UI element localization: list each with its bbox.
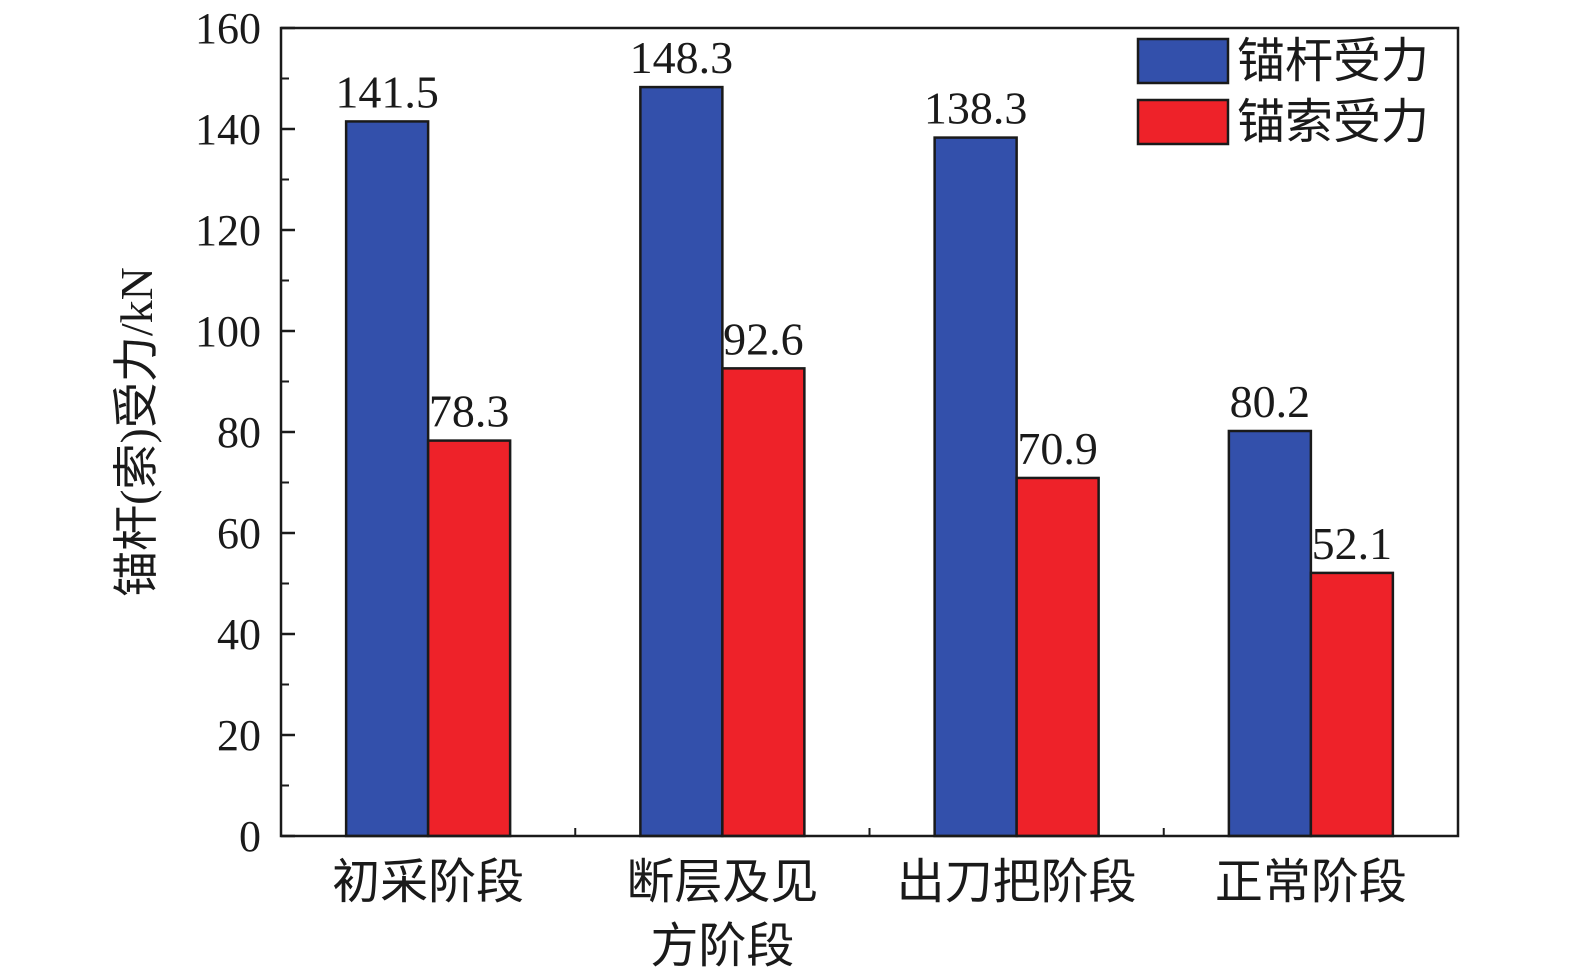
y-axis: 0 20 40 60 80 100 120 140 160: [195, 4, 295, 861]
data-label-cable-4: 52.1: [1312, 518, 1393, 569]
legend-swatch-bolt: [1136, 37, 1230, 85]
data-label-cable-1: 78.3: [429, 386, 510, 437]
y-tick-label: 140: [195, 105, 261, 154]
bar-bolt-4: [1227, 429, 1313, 838]
bar-cable-3: [1015, 476, 1100, 838]
data-labels: 141.5 148.3 138.3 80.2 78.3 92.6 70.9 52.1: [335, 32, 1392, 569]
bar-cable-2: [721, 367, 806, 838]
x-category-label: 正常阶段: [1215, 856, 1407, 909]
bar-bolt-1: [344, 120, 430, 838]
data-label-bolt-4: 80.2: [1230, 376, 1311, 427]
x-category-label: 断层及见: [626, 856, 818, 909]
y-tick-label: 100: [195, 307, 261, 356]
data-label-bolt-2: 148.3: [630, 32, 734, 83]
bar-cable-4: [1309, 571, 1395, 838]
legend-swatch-cable: [1136, 98, 1230, 146]
x-category-label: 方阶段: [650, 920, 794, 973]
legend-label-bolt: 锚杆受力: [1237, 35, 1429, 88]
bar-bolt-2: [639, 85, 724, 838]
y-tick-label: 20: [217, 711, 261, 760]
bar-cable-1: [426, 439, 512, 838]
legend-label-cable: 锚索受力: [1237, 96, 1429, 149]
x-category-label: 出刀把阶段: [897, 856, 1137, 909]
data-label-cable-3: 70.9: [1017, 423, 1098, 474]
y-tick-label: 40: [217, 610, 261, 659]
y-tick-label: 160: [195, 4, 261, 53]
bars: [344, 85, 1395, 838]
data-label-bolt-1: 141.5: [335, 66, 439, 117]
data-label-cable-2: 92.6: [723, 313, 804, 364]
y-tick-label: 60: [217, 509, 261, 558]
y-tick-label: 80: [217, 408, 261, 457]
y-tick-label: 120: [195, 206, 261, 255]
y-axis-title: 锚杆(索)受力/kN: [111, 267, 162, 597]
y-tick-label: 0: [239, 812, 261, 861]
bar-bolt-3: [933, 136, 1018, 838]
data-label-bolt-3: 138.3: [924, 83, 1028, 134]
x-category-label: 初采阶段: [332, 856, 524, 909]
